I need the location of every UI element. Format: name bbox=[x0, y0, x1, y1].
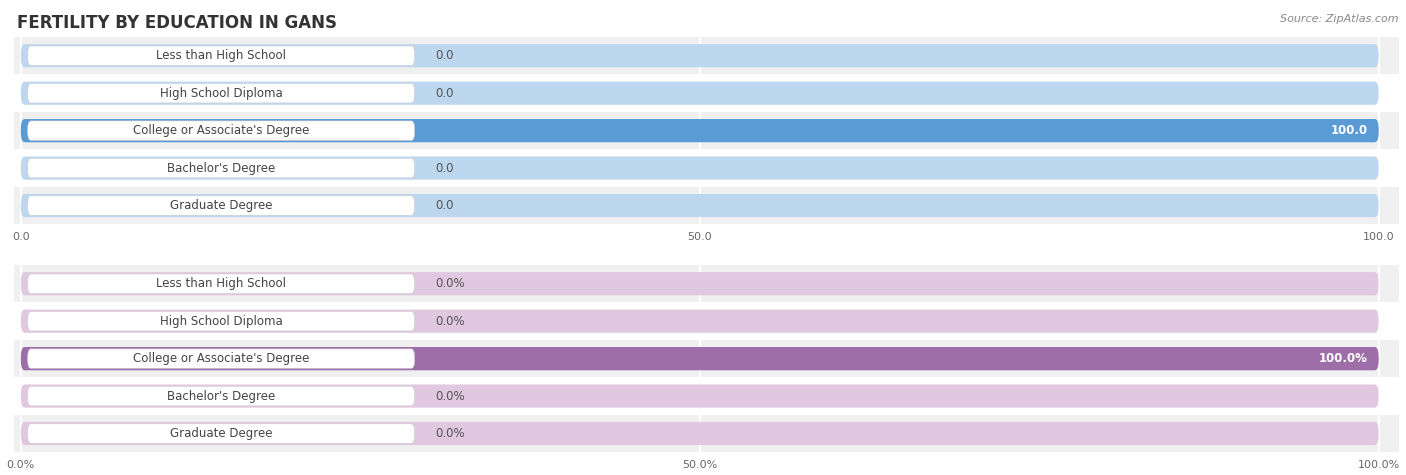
FancyBboxPatch shape bbox=[21, 422, 1379, 445]
FancyBboxPatch shape bbox=[28, 158, 415, 178]
Text: High School Diploma: High School Diploma bbox=[160, 314, 283, 328]
Text: 0.0: 0.0 bbox=[434, 199, 454, 212]
FancyBboxPatch shape bbox=[28, 196, 415, 215]
Text: 0.0: 0.0 bbox=[434, 86, 454, 100]
Text: 100.0%: 100.0% bbox=[1319, 352, 1368, 365]
Text: Bachelor's Degree: Bachelor's Degree bbox=[167, 390, 276, 403]
Text: 0.0: 0.0 bbox=[434, 49, 454, 62]
FancyBboxPatch shape bbox=[21, 347, 1379, 370]
FancyBboxPatch shape bbox=[21, 310, 1379, 333]
Text: Less than High School: Less than High School bbox=[156, 277, 285, 290]
FancyBboxPatch shape bbox=[21, 272, 1379, 295]
Text: 0.0: 0.0 bbox=[434, 162, 454, 175]
FancyBboxPatch shape bbox=[28, 84, 415, 103]
Text: Less than High School: Less than High School bbox=[156, 49, 285, 62]
Bar bbox=[14, 303, 1399, 340]
Text: FERTILITY BY EDUCATION IN GANS: FERTILITY BY EDUCATION IN GANS bbox=[17, 14, 337, 32]
Bar bbox=[14, 112, 1399, 149]
Text: 0.0%: 0.0% bbox=[434, 427, 464, 440]
Bar bbox=[14, 340, 1399, 377]
Text: 0.0%: 0.0% bbox=[434, 277, 464, 290]
FancyBboxPatch shape bbox=[21, 156, 1379, 180]
FancyBboxPatch shape bbox=[21, 119, 1379, 142]
Bar bbox=[14, 187, 1399, 224]
Bar bbox=[14, 265, 1399, 303]
Bar bbox=[14, 37, 1399, 75]
Text: Graduate Degree: Graduate Degree bbox=[170, 199, 273, 212]
FancyBboxPatch shape bbox=[28, 424, 415, 443]
Text: College or Associate's Degree: College or Associate's Degree bbox=[134, 352, 309, 365]
FancyBboxPatch shape bbox=[21, 44, 1379, 67]
Text: 0.0%: 0.0% bbox=[434, 390, 464, 403]
FancyBboxPatch shape bbox=[28, 274, 415, 294]
FancyBboxPatch shape bbox=[21, 119, 1379, 142]
Bar bbox=[14, 149, 1399, 187]
Text: Source: ZipAtlas.com: Source: ZipAtlas.com bbox=[1281, 14, 1399, 24]
FancyBboxPatch shape bbox=[28, 386, 415, 406]
Text: Graduate Degree: Graduate Degree bbox=[170, 427, 273, 440]
Text: 0.0%: 0.0% bbox=[434, 314, 464, 328]
FancyBboxPatch shape bbox=[21, 82, 1379, 105]
FancyBboxPatch shape bbox=[28, 312, 415, 331]
Text: Bachelor's Degree: Bachelor's Degree bbox=[167, 162, 276, 175]
FancyBboxPatch shape bbox=[21, 347, 1379, 370]
Text: High School Diploma: High School Diploma bbox=[160, 86, 283, 100]
Bar bbox=[14, 75, 1399, 112]
Bar bbox=[14, 377, 1399, 415]
FancyBboxPatch shape bbox=[28, 349, 415, 369]
FancyBboxPatch shape bbox=[28, 46, 415, 66]
Text: 100.0: 100.0 bbox=[1330, 124, 1368, 137]
Text: College or Associate's Degree: College or Associate's Degree bbox=[134, 124, 309, 137]
FancyBboxPatch shape bbox=[21, 384, 1379, 408]
FancyBboxPatch shape bbox=[21, 194, 1379, 217]
FancyBboxPatch shape bbox=[28, 121, 415, 141]
Bar bbox=[14, 415, 1399, 452]
